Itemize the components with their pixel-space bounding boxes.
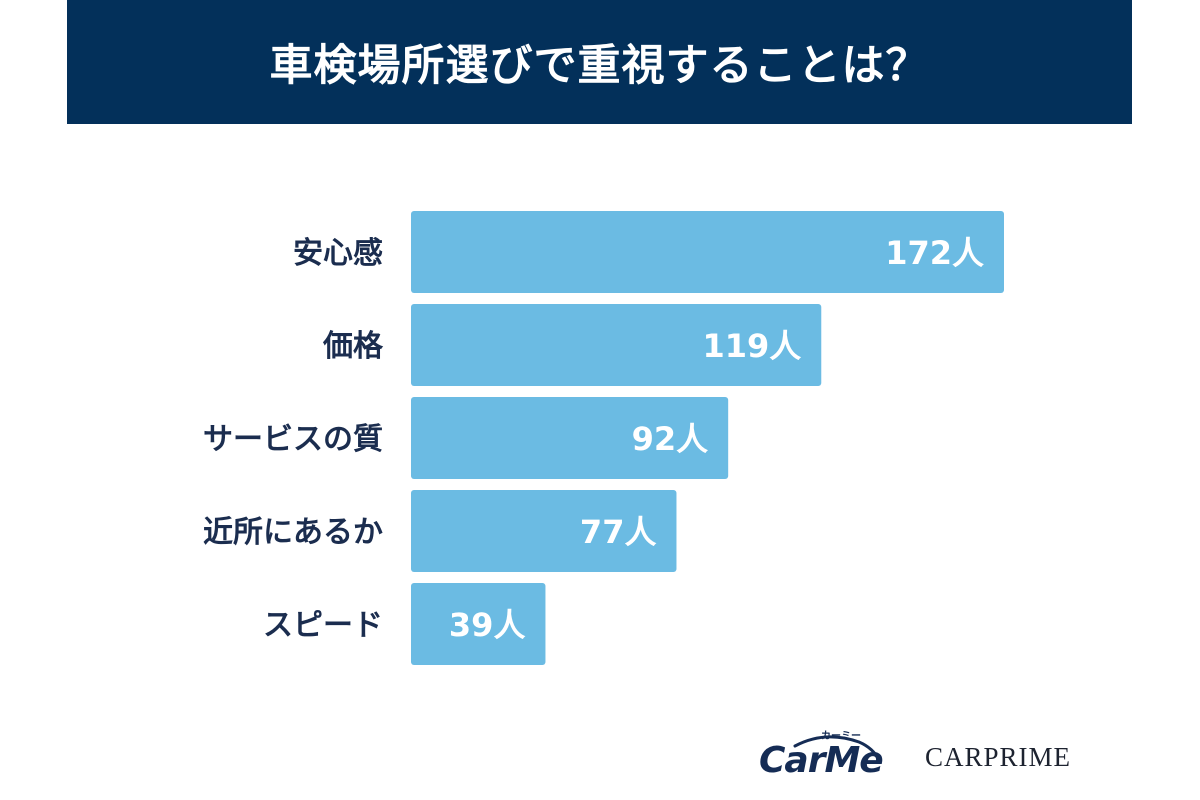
category-label-3: 近所にあるか — [203, 515, 383, 550]
category-label-4: スピード — [263, 608, 383, 643]
bar-1 — [411, 304, 822, 386]
bar-2 — [411, 397, 729, 479]
value-label-2: 92人 — [632, 420, 709, 458]
car-roof-icon — [793, 735, 881, 762]
value-label-1: 119人 — [702, 327, 801, 365]
category-label-1: 価格 — [322, 329, 384, 364]
bar-0 — [411, 211, 1004, 293]
carprime-logo-text: CARPRIME — [925, 742, 1072, 772]
category-label-2: サービスの質 — [203, 422, 383, 457]
carme-logo-text: CarMe — [759, 740, 884, 781]
bar-3 — [411, 490, 677, 572]
logo-area: カーミー CarMe CARPRIME — [755, 728, 1100, 784]
chart-title-banner: 車検場所選びで重視することは？ — [67, 0, 1132, 124]
chart-title: 車検場所選びで重視することは？ — [269, 41, 930, 91]
carme-kana-text: カーミー — [821, 731, 861, 742]
category-label-0: 安心感 — [293, 236, 383, 271]
value-label-3: 77人 — [580, 513, 657, 551]
value-label-0: 172人 — [885, 234, 984, 272]
value-label-4: 39人 — [449, 606, 526, 644]
carme-logo: カーミー CarMe — [755, 728, 895, 784]
bar-4 — [411, 583, 546, 665]
